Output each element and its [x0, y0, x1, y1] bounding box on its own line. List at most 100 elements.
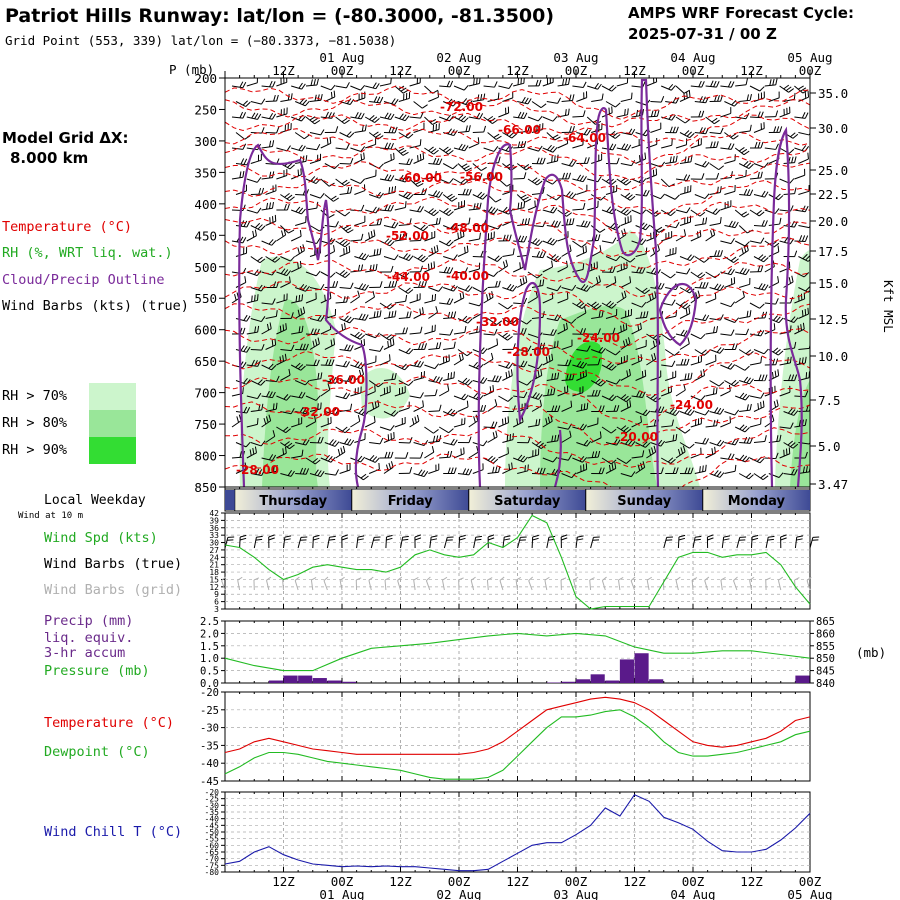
barb-feather: [369, 454, 375, 461]
wind-barb: [675, 445, 686, 459]
dewpoint-line: [224, 709, 811, 780]
barb-feather: [269, 171, 272, 179]
wind-barb: [576, 184, 588, 195]
barb-feather: [297, 262, 299, 269]
wind-barb: [335, 392, 351, 400]
barb-feather: [414, 416, 417, 423]
wind-barb: [794, 85, 809, 94]
barb-staff: [438, 240, 450, 247]
barb-staff: [354, 221, 366, 226]
barb-feather: [242, 362, 247, 368]
barb-feather: [713, 470, 719, 476]
wind-speed-line: [224, 514, 811, 610]
barb-feather: [323, 576, 329, 581]
wind-barb: [768, 276, 780, 288]
barb-feather: [358, 408, 364, 414]
barb-staff: [618, 580, 621, 591]
barb-staff: [690, 236, 702, 242]
wind-barb: [320, 383, 331, 397]
barb-feather: [449, 195, 456, 200]
barb-feather: [344, 273, 351, 278]
barb-feather: [512, 343, 516, 350]
barb-feather: [432, 190, 438, 197]
barb-feather: [583, 220, 588, 227]
barb-feather: [637, 464, 641, 471]
wind-barb: [235, 132, 251, 140]
barb-feather: [554, 155, 556, 162]
barb-staff: [646, 358, 656, 366]
wind-barb: [231, 143, 247, 150]
barb-feather: [586, 402, 589, 410]
wind-barb: [235, 184, 247, 195]
barb-feather: [521, 96, 526, 103]
barb-staff: [350, 420, 361, 428]
barb-feather: [540, 103, 547, 109]
grid-wind-barb: [806, 576, 812, 591]
barb-feather: [567, 78, 571, 85]
barb-feather: [686, 138, 688, 145]
barb-feather: [583, 403, 586, 410]
barb-feather: [807, 307, 809, 315]
weekday-label: Monday: [728, 494, 786, 509]
barb-feather: [245, 101, 251, 107]
barb-feather: [467, 380, 473, 386]
wind-barb: [457, 349, 473, 357]
barb-feather: [579, 455, 585, 462]
barb-feather: [458, 577, 464, 581]
barb-feather: [330, 339, 333, 346]
barb-feather: [330, 84, 336, 91]
barb-feather: [775, 143, 779, 150]
pressure-tick-label: 400: [194, 197, 217, 212]
barb-staff: [309, 132, 321, 136]
barb-feather: [345, 361, 350, 368]
barb-staff: [276, 452, 287, 459]
wind-barb: [620, 471, 636, 478]
wind-barb: [531, 101, 547, 109]
barb-feather: [450, 372, 452, 379]
grid-wind-barb: [323, 576, 329, 591]
barb-feather: [672, 96, 677, 103]
weekday-label: Thursday: [259, 494, 327, 509]
barb-feather: [261, 469, 266, 476]
barb-feather: [350, 186, 353, 194]
barb-staff: [429, 537, 432, 549]
barb-feather: [523, 361, 528, 368]
barb-staff: [324, 163, 335, 170]
true-wind-barb: [297, 536, 308, 549]
barb-feather: [272, 465, 275, 473]
wind-barb: [335, 143, 350, 150]
true-wind-barb: [765, 535, 775, 549]
barb-staff: [483, 426, 495, 429]
wind-barb: [261, 201, 274, 211]
wind-barb: [679, 307, 691, 319]
wind-barb: [749, 417, 762, 428]
wind-barb: [679, 442, 695, 449]
wind-barb: [739, 310, 752, 319]
barb-feather: [417, 205, 421, 212]
cross-section-legend: Temperature (°C)RH (%, WRT liq. wat.)Clo…: [2, 219, 189, 314]
wind-barb: [779, 178, 795, 184]
wind-barb: [601, 457, 617, 465]
barb-feather: [539, 123, 541, 131]
barb-feather: [561, 534, 568, 538]
wind-barb: [694, 464, 707, 474]
barb-feather: [680, 358, 684, 366]
wind-barb: [483, 271, 499, 277]
wind-barb: [739, 403, 752, 412]
barb-feather: [535, 419, 538, 426]
barb-feather: [523, 235, 528, 243]
wind-barb: [398, 401, 410, 412]
barb-feather: [468, 188, 472, 196]
barb-feather: [570, 400, 573, 408]
barb-feather: [789, 178, 795, 184]
barb-feather: [406, 158, 410, 165]
barb-feather: [390, 424, 395, 431]
barb-feather: [760, 123, 762, 130]
wind-barb: [457, 285, 473, 292]
barb-feather: [498, 375, 502, 383]
barb-feather: [790, 205, 794, 212]
wind-barb: [734, 424, 750, 433]
barb-feather: [394, 372, 397, 380]
barb-feather: [494, 172, 497, 179]
